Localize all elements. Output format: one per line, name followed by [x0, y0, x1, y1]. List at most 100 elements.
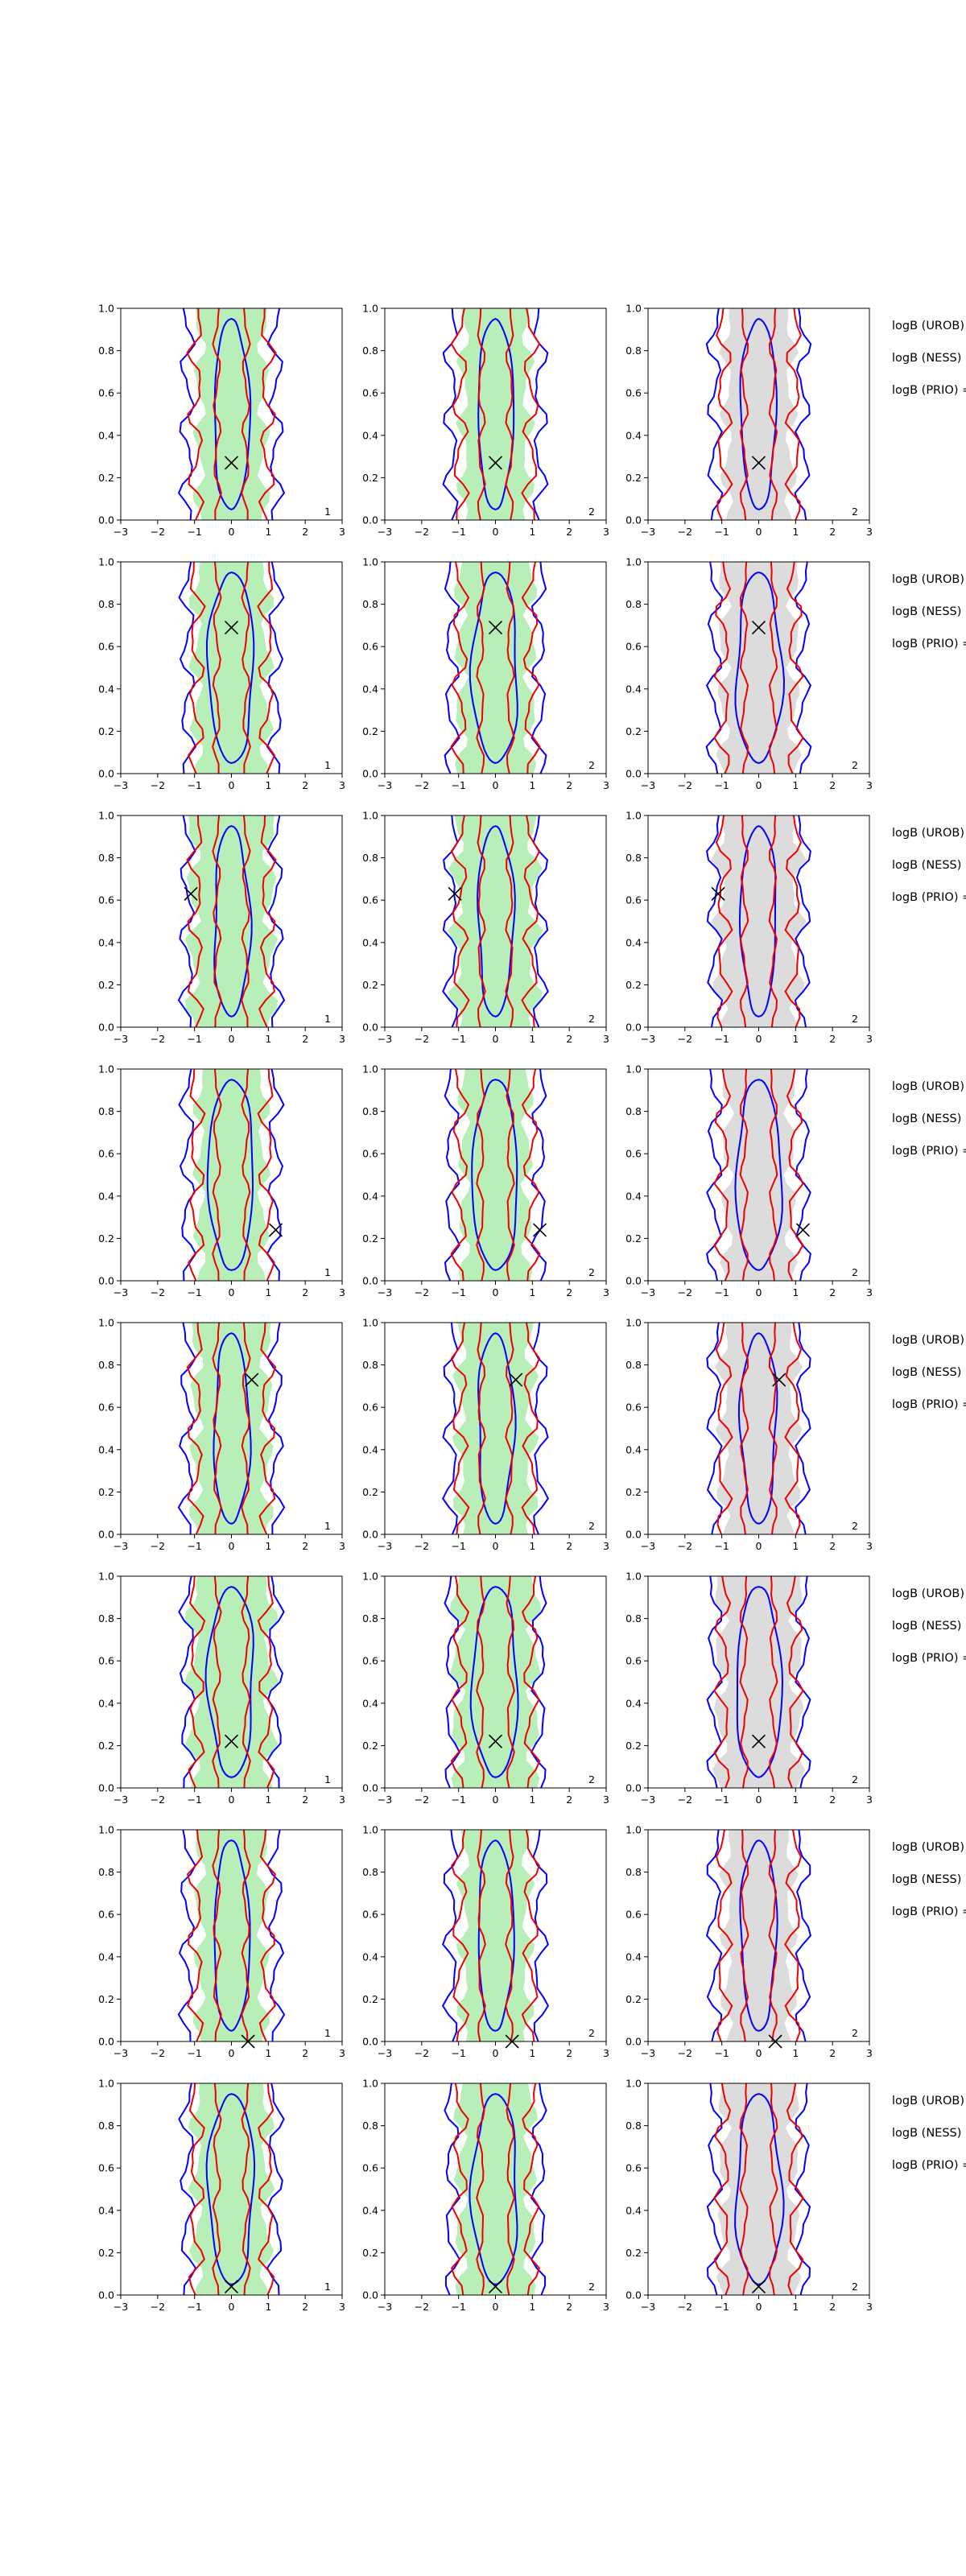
- panel-number-label: 2: [588, 2281, 595, 2293]
- red-contour-outer: [186, 1323, 277, 1534]
- contour-layer: [178, 562, 285, 774]
- y-tick-label: 0.8: [625, 1105, 642, 1117]
- y-tick-label: 0.2: [98, 1486, 114, 1498]
- red-contour-inner: [212, 308, 251, 520]
- logb-label: logB (PRIO) =: [892, 1652, 966, 1665]
- x-tick-label: 0: [229, 1794, 235, 1806]
- y-tick-label: 0.8: [98, 2120, 114, 2132]
- y-tick-label: 1.0: [362, 810, 378, 822]
- logb-label: logB (UROB) =: [892, 320, 966, 332]
- y-tick-label: 0.4: [362, 2204, 378, 2216]
- filled-density-core: [478, 1086, 512, 1264]
- blue-contour-inner: [477, 318, 515, 510]
- x-tick-label: 1: [792, 526, 799, 538]
- y-tick-label: 0.8: [98, 1359, 114, 1371]
- red-contour-inner: [476, 2083, 515, 2295]
- y-tick-label: 0.2: [98, 979, 114, 991]
- y-tick-label: 0.8: [362, 852, 378, 864]
- x-tick-label: −2: [415, 2301, 429, 2313]
- logb-label: logB (PRIO) =: [892, 1398, 966, 1411]
- x-tick-label: −3: [378, 1033, 392, 1045]
- y-tick-label: 0.8: [98, 852, 114, 864]
- x-marker: [509, 1373, 523, 1387]
- blue-contour-inner: [206, 1079, 254, 1271]
- contour-layer: [705, 562, 812, 774]
- blue-contour-outer: [706, 1323, 811, 1534]
- blue-contour-outer: [178, 1576, 285, 1788]
- logb-label: logB (UROB) =: [892, 1587, 966, 1600]
- x-tick-label: 0: [493, 1540, 499, 1552]
- x-tick-label: −3: [641, 2047, 655, 2059]
- filled-density-core: [741, 832, 774, 1010]
- red-contour-inner: [212, 1830, 251, 2041]
- x-marker: [224, 620, 239, 635]
- red-contour-outer: [716, 308, 802, 520]
- y-tick-label: 0.6: [625, 1148, 642, 1160]
- y-tick-label: 0.8: [98, 1866, 114, 1878]
- contour-layer: [177, 815, 286, 1027]
- x-tick-label: 2: [566, 1033, 572, 1045]
- panel-number-label: 2: [588, 1266, 595, 1278]
- x-marker: [505, 2034, 519, 2049]
- x-tick-label: 0: [493, 1286, 499, 1298]
- x-tick-label: 3: [866, 1286, 873, 1298]
- x-tick-label: 1: [265, 1794, 271, 1806]
- x-marker: [768, 2034, 782, 2049]
- x-tick-label: −3: [641, 2301, 655, 2313]
- contour-layer: [178, 2083, 285, 2295]
- x-tick-label: −3: [641, 1540, 655, 1552]
- x-tick-label: 1: [265, 2301, 271, 2313]
- panel-number-label: 2: [588, 759, 595, 771]
- y-tick-label: 1.0: [98, 1571, 114, 1583]
- y-tick-label: 1.0: [625, 1824, 642, 1836]
- x-tick-label: −1: [451, 1540, 465, 1552]
- x-tick-label: 1: [792, 2301, 799, 2313]
- y-tick-label: 0.0: [625, 2036, 642, 2048]
- y-tick-label: 0.0: [362, 2036, 378, 2048]
- red-contour-outer: [186, 308, 277, 520]
- contour-layer: [706, 815, 811, 1027]
- contour-layer: [706, 1323, 811, 1534]
- blue-contour-outer: [705, 562, 812, 774]
- logb-label: logB (PRIO) =: [892, 638, 966, 650]
- filled-density-core: [214, 1086, 247, 1264]
- red-contour-inner: [212, 815, 251, 1027]
- x-tick-label: −1: [451, 1286, 465, 1298]
- x-tick-label: 0: [756, 1286, 762, 1298]
- blue-contour-outer: [705, 308, 812, 520]
- blue-contour-inner: [477, 825, 516, 1018]
- x-tick-label: −2: [151, 2047, 165, 2059]
- y-tick-label: 0.6: [98, 387, 114, 399]
- filled-density-core: [479, 1847, 513, 2025]
- y-tick-label: 0.0: [98, 1275, 114, 1287]
- x-tick-label: −1: [714, 1794, 729, 1806]
- x-tick-label: 0: [756, 526, 762, 538]
- logb-label: logB (UROB) =: [892, 2095, 966, 2107]
- y-tick-label: 1.0: [625, 810, 642, 822]
- x-tick-label: −1: [714, 779, 729, 791]
- x-tick-label: 1: [265, 1286, 271, 1298]
- filled-density-core: [741, 1847, 774, 2025]
- y-tick-label: 0.4: [625, 429, 642, 441]
- contour-layer: [441, 1830, 550, 2041]
- red-contour-outer: [450, 1323, 541, 1534]
- red-contour-inner: [739, 2083, 778, 2295]
- x-tick-label: −3: [114, 1033, 128, 1045]
- x-tick-label: 2: [829, 779, 836, 791]
- panel-number-label: 1: [324, 1520, 331, 1532]
- x-tick-label: 2: [302, 526, 308, 538]
- blue-contour-outer: [705, 1830, 812, 2041]
- contour-layer: [178, 1576, 285, 1788]
- y-tick-label: 0.4: [98, 683, 114, 695]
- blue-contour-inner: [477, 1332, 517, 1525]
- red-contour-inner: [477, 308, 514, 520]
- contour-layer: [706, 1576, 811, 1788]
- y-tick-label: 0.0: [625, 1529, 642, 1541]
- panel-number-label: 2: [852, 1013, 858, 1025]
- logb-label: logB (UROB) =: [892, 1841, 966, 1854]
- logb-label: logB (PRIO) =: [892, 1145, 966, 1158]
- x-tick-label: −1: [187, 1540, 201, 1552]
- y-tick-label: 0.8: [625, 1612, 642, 1624]
- x-tick-label: −3: [641, 526, 655, 538]
